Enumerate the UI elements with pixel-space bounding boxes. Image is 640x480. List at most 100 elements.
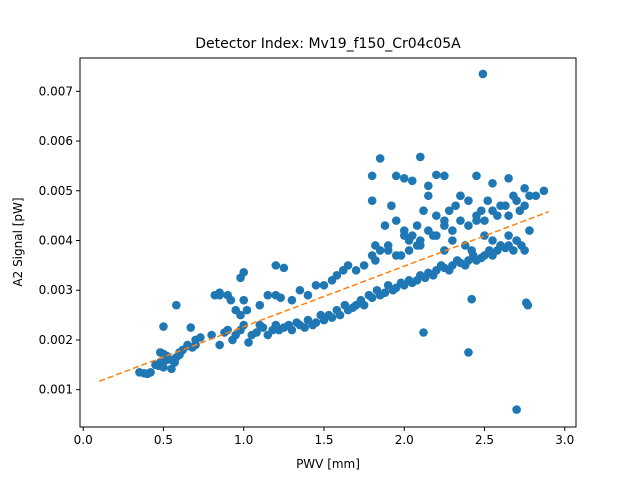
data-point	[493, 211, 502, 220]
data-point	[467, 294, 476, 304]
data-point	[483, 196, 493, 206]
data-point	[380, 221, 390, 230]
y-tick-label: 0.002	[39, 333, 73, 347]
data-point	[521, 298, 531, 307]
data-point	[226, 295, 236, 305]
data-point	[276, 293, 285, 303]
data-point	[531, 191, 541, 201]
axes-frame	[79, 57, 577, 428]
data-point	[451, 201, 460, 210]
data-point	[327, 313, 337, 322]
x-tick-label: 1.5	[314, 433, 333, 447]
data-point	[159, 322, 168, 331]
data-point	[391, 171, 401, 181]
data-point	[476, 206, 486, 215]
data-point	[295, 285, 305, 295]
data-point	[359, 300, 369, 310]
data-point	[351, 266, 361, 275]
data-point	[371, 256, 380, 265]
data-point	[239, 268, 249, 277]
data-point	[520, 183, 529, 193]
data-point	[456, 216, 465, 225]
x-tick-label: 2.5	[475, 433, 494, 447]
data-point	[448, 226, 457, 235]
data-point	[236, 310, 245, 320]
data-point	[424, 191, 433, 201]
data-point	[440, 171, 449, 181]
data-point	[504, 231, 513, 240]
data-point	[371, 241, 380, 250]
data-point	[412, 221, 422, 230]
data-point	[335, 310, 345, 320]
data-point	[428, 231, 438, 240]
data-point	[444, 206, 454, 215]
data-point	[319, 280, 329, 290]
chart-title: Detector Index: Mv19_f150_Cr04c05A	[195, 36, 461, 52]
data-point	[167, 355, 176, 365]
data-point	[419, 328, 428, 337]
data-point	[512, 236, 521, 245]
scatter-points-layer	[135, 69, 549, 414]
data-point	[488, 236, 497, 245]
data-point	[279, 263, 289, 273]
data-point	[525, 191, 534, 201]
data-point	[478, 69, 488, 79]
data-point	[258, 323, 268, 332]
data-point	[496, 241, 505, 250]
data-point	[167, 364, 176, 374]
data-point	[287, 325, 297, 335]
data-point	[396, 251, 406, 260]
data-point	[415, 152, 425, 162]
x-tick-label: 0.0	[74, 433, 93, 447]
data-point	[380, 288, 390, 298]
data-point	[186, 323, 196, 332]
data-point	[480, 231, 489, 240]
data-point	[252, 328, 261, 337]
data-point	[239, 295, 249, 305]
data-point	[207, 330, 216, 340]
data-point	[300, 323, 310, 332]
data-point	[419, 206, 428, 215]
data-point	[407, 176, 417, 186]
data-point	[404, 246, 414, 255]
y-axis: 0.001 0.002 0.003 0.004 0.005 0.006 0.007	[39, 84, 80, 397]
data-point	[387, 201, 396, 210]
y-tick-label: 0.003	[39, 283, 73, 297]
data-point	[464, 348, 473, 357]
data-point	[255, 300, 265, 310]
data-point	[244, 338, 253, 347]
y-tick-label: 0.005	[39, 184, 73, 198]
data-point	[504, 211, 513, 220]
data-point	[263, 290, 273, 300]
data-point	[303, 290, 313, 300]
fit-line-layer	[99, 210, 549, 382]
x-axis: 0.0 0.5 1.0 1.5 2.0 2.5 3.0	[74, 427, 574, 447]
x-tick-label: 3.0	[555, 433, 574, 447]
data-point	[440, 216, 449, 225]
data-point	[239, 320, 249, 330]
data-point	[287, 295, 297, 305]
data-point	[472, 171, 481, 181]
data-point	[404, 236, 414, 245]
data-point	[520, 246, 529, 255]
y-tick-label: 0.007	[39, 84, 73, 98]
data-point	[480, 216, 489, 225]
y-axis-label: A2 Signal [pW]	[11, 197, 25, 286]
x-tick-label: 1.0	[234, 433, 253, 447]
data-point	[432, 211, 441, 220]
data-point	[367, 293, 377, 303]
data-point	[525, 226, 534, 235]
data-point	[415, 241, 425, 250]
data-point	[271, 261, 281, 270]
data-point	[539, 186, 549, 196]
data-point	[343, 261, 353, 270]
data-point	[159, 363, 168, 372]
data-point	[509, 246, 518, 255]
data-point	[311, 280, 321, 290]
y-tick-label: 0.004	[39, 234, 73, 248]
data-point	[432, 170, 441, 180]
data-point	[172, 300, 181, 310]
data-point	[488, 179, 497, 188]
